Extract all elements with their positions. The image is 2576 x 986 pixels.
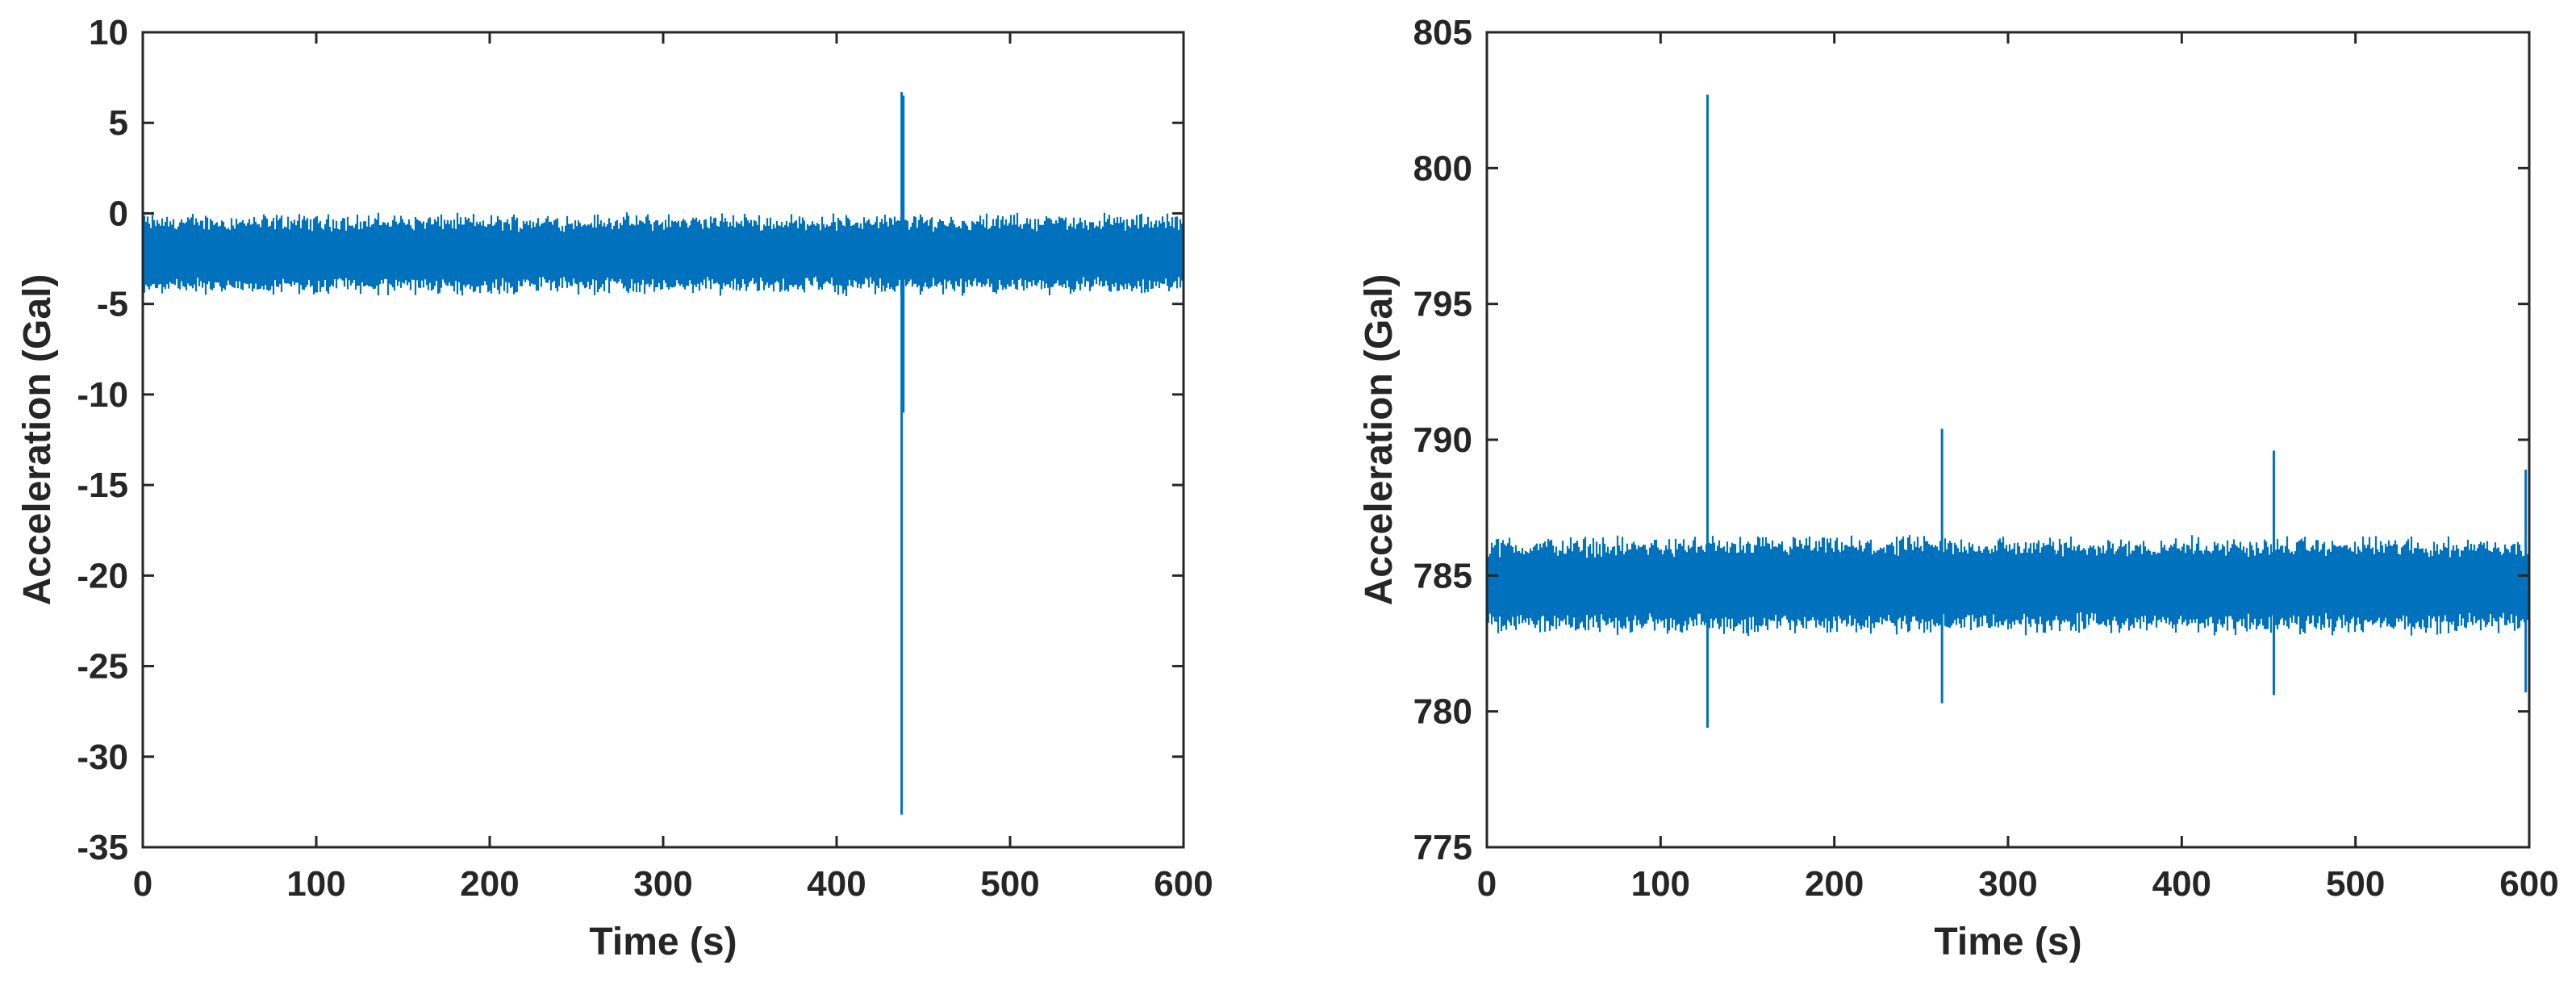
x-tick-label: 200 [460, 864, 519, 904]
y-tick-label: 775 [1413, 828, 1472, 867]
chart-left: 10 5 0 -5 -10 -15 -20 -25 -30 -35 0 100 200 300 400 50… [16, 13, 1213, 963]
y-tick-label: 795 [1413, 285, 1472, 324]
y-tick-label: -30 [77, 737, 128, 777]
y-tick-label: -35 [77, 828, 128, 867]
y-tick-label: -10 [77, 375, 128, 415]
x-tick-label: 500 [980, 864, 1039, 904]
x-tick-label: 300 [1978, 864, 2037, 904]
x-tick-label: 200 [1805, 864, 1864, 904]
y-ticks-right: 805 800 795 790 785 780 775 [1413, 13, 2529, 867]
x-tick-label: 500 [2326, 864, 2385, 904]
signal-left [141, 92, 1185, 815]
y-tick-label: 10 [89, 13, 128, 52]
y-tick-label: 785 [1413, 556, 1472, 595]
y-tick-label: -20 [77, 556, 128, 595]
y-tick-label: -15 [77, 466, 128, 505]
x-tick-label: 100 [286, 864, 345, 904]
x-axis-title-right: Time (s) [1934, 921, 2081, 963]
x-tick-label: 600 [2499, 864, 2558, 904]
y-axis-title-right: Acceleration (Gal) [1358, 274, 1401, 606]
signal-right [1485, 94, 2531, 728]
y-tick-label: 780 [1413, 692, 1472, 732]
x-tick-label: 600 [1154, 864, 1213, 904]
x-tick-label: 0 [133, 864, 152, 904]
y-tick-label: 805 [1413, 13, 1472, 52]
y-axis-title-left: Acceleration (Gal) [16, 274, 59, 606]
signal-band [141, 212, 1185, 296]
y-tick-label: 790 [1413, 420, 1472, 460]
x-tick-label: 400 [807, 864, 866, 904]
plot-area-right [1487, 32, 2529, 847]
y-tick-label: 5 [109, 103, 128, 143]
chart-right: 805 800 795 790 785 780 775 0 100 200 300 400 500 60… [1358, 13, 2559, 963]
x-tick-label: 0 [1477, 864, 1497, 904]
x-tick-label: 300 [633, 864, 692, 904]
y-tick-label: -5 [97, 285, 128, 324]
y-ticks-left: 10 5 0 -5 -10 -15 -20 -25 -30 -35 [77, 13, 1184, 867]
plot-area-left [143, 32, 1184, 847]
y-tick-label: 800 [1413, 148, 1472, 188]
y-tick-label: -25 [77, 647, 128, 687]
y-tick-label: 0 [109, 194, 128, 233]
x-tick-label: 400 [2152, 864, 2211, 904]
x-ticks-left: 0 100 200 300 400 500 600 [133, 32, 1213, 904]
x-ticks-right: 0 100 200 300 400 500 600 [1477, 32, 2559, 904]
x-axis-title-left: Time (s) [589, 921, 737, 963]
x-tick-label: 100 [1631, 864, 1690, 904]
